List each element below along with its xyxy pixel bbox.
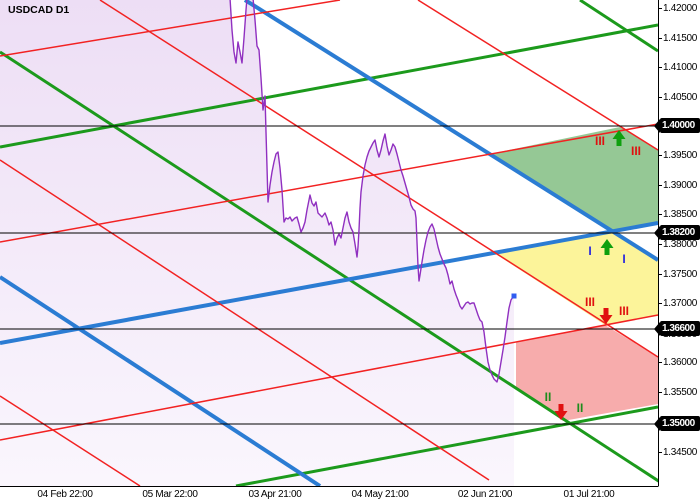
time-tick-label: 02 Jun 21:00 [457,489,513,500]
wave-label-I[interactable]: I [588,244,592,258]
trend-line-green-0[interactable] [0,50,660,483]
arrow-up-icon[interactable] [600,239,614,255]
trend-line-red-7[interactable] [0,0,341,57]
price-area-fill [0,0,514,486]
wave-label-II[interactable]: II [576,401,584,415]
price-line [229,0,515,383]
arrow-up-icon[interactable] [612,130,626,146]
price-tick-label: 1.36000 [657,357,698,368]
trend-line-blue-5[interactable] [243,0,658,262]
wave-label-III[interactable]: III [618,304,630,318]
trend-line-blue-6[interactable] [0,221,658,345]
trend-line-green-2[interactable] [0,23,658,149]
trend-line-red-10[interactable] [0,123,658,243]
price-tick-label: 1.38500 [657,209,698,220]
trend-line-red-12[interactable] [0,314,658,441]
price-tick-label: 1.37500 [657,269,698,280]
price-level-tag: 1.36600 [654,321,700,336]
time-tick-label: 04 Feb 22:00 [37,489,93,500]
trend-line-red-11[interactable] [417,0,658,151]
price-tick-label: 1.37000 [657,298,698,309]
trend-line-red-8[interactable] [99,0,658,358]
yellow-zone[interactable] [494,231,658,325]
plot-area [0,0,660,486]
time-tick-label: 01 Jul 21:00 [563,489,615,500]
time-tick-label: 05 Mar 22:00 [142,489,198,500]
arrow-down-icon[interactable] [599,308,613,324]
price-tick-label: 1.35500 [657,387,698,398]
trend-line-red-13[interactable] [0,395,141,486]
time-tick-label: 03 Apr 21:00 [248,489,302,500]
wave-label-III[interactable]: III [584,295,596,309]
price-tick-label: 1.40500 [657,92,698,103]
price-level-tag: 1.35000 [654,416,700,431]
pink-zone[interactable] [516,325,658,421]
price-tick-label: 1.39500 [657,150,698,161]
price-tick-label: 1.41500 [657,33,698,44]
trend-line-green-3[interactable] [235,405,658,486]
wave-label-II[interactable]: II [544,390,552,404]
wave-label-I[interactable]: I [622,252,626,266]
trend-line-blue-4[interactable] [0,275,322,486]
price-tick-label: 1.34500 [657,447,698,458]
green-zone[interactable] [490,127,658,231]
price-tick-label: 1.39000 [657,180,698,191]
wave-label-III[interactable]: III [594,134,606,148]
wave-label-III[interactable]: III [630,144,642,158]
price-tick-label: 1.42000 [657,3,698,14]
last-price-marker [511,293,517,299]
price-level-tag: 1.38200 [654,225,700,240]
chart-symbol-label: USDCAD D1 [8,4,70,16]
price-tick-label: 1.41000 [657,62,698,73]
trend-line-green-1[interactable] [579,0,658,53]
arrow-down-icon[interactable] [554,404,568,420]
trend-line-red-9[interactable] [0,159,490,481]
price-tick-label: 1.38000 [657,239,698,250]
time-tick-label: 04 May 21:00 [351,489,409,500]
price-level-tag: 1.40000 [654,118,700,133]
